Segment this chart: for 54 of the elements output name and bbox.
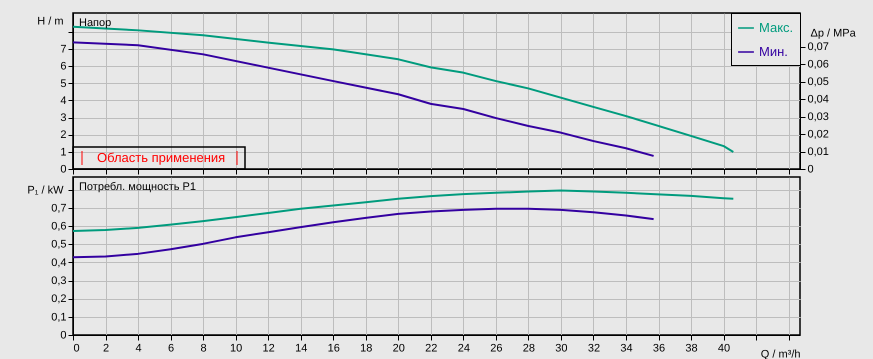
annotation: Потребл. мощность P1 (79, 181, 196, 193)
legend-label: Макс. (759, 20, 794, 35)
x-tick-label: 6 (168, 342, 174, 354)
y-tick-label: 6 (60, 60, 66, 73)
x-tick-label: 40 (718, 342, 730, 354)
x-tick-label: 32 (588, 342, 600, 354)
y-tick-label: 5 (60, 78, 66, 90)
legend-label: Мин. (759, 44, 788, 59)
y2-tick-label: 0,02 (808, 128, 829, 141)
x-tick-label: 18 (360, 342, 372, 354)
x-tick-label: 22 (425, 342, 438, 354)
y2-tick-label: 0,07 (808, 41, 829, 54)
x-tick-label: 10 (230, 342, 242, 354)
x-tick-label: 36 (652, 342, 666, 354)
x-tick-label: 14 (295, 342, 308, 354)
annotation: Область применения (97, 150, 226, 165)
y-tick-label: 4 (60, 94, 66, 107)
y2-tick-label: 0,06 (808, 58, 829, 71)
y-tick-label: 0,4 (51, 256, 66, 269)
y-tick-label: 0,1 (51, 311, 66, 324)
x-tick-label: 12 (262, 342, 275, 354)
y2-tick-label: 0 (808, 164, 814, 176)
x-tick-label: 28 (522, 342, 536, 354)
y2-tick-label: 0,04 (808, 94, 829, 106)
y-tick-label: 0,3 (51, 275, 66, 288)
y-tick-label: 2 (60, 129, 66, 142)
y-tick-label: 7 (60, 44, 66, 56)
x-tick-label: 26 (490, 342, 502, 354)
line-series (73, 208, 655, 258)
y2-tick-label: 0,03 (808, 111, 829, 124)
y2-tick-label: 0,01 (808, 146, 829, 158)
x-tick-label: 24 (458, 342, 470, 354)
y-tick-label: 0,2 (51, 293, 66, 306)
y-tick-label: 0,5 (51, 238, 66, 251)
y-tick-label: 0 (60, 330, 66, 342)
x-tick-label: 0 (74, 342, 80, 354)
x-tick-label: 8 (200, 342, 207, 354)
x-tick-label: 34 (620, 342, 633, 354)
y-tick-label: 1 (60, 146, 66, 158)
y-axis-title: H / m (37, 16, 64, 28)
y-tick-label: 0 (60, 164, 66, 176)
x-tick-label: 30 (555, 342, 568, 354)
x-tick-label: 2 (102, 342, 110, 354)
x-tick-label: 4 (135, 342, 142, 354)
annotation: Напор (79, 17, 112, 29)
y2-axis-title: Δp / MPa (810, 28, 857, 40)
x-tick-label: 38 (685, 342, 698, 354)
x-tick-label: 20 (392, 342, 405, 354)
y-tick-label: 0,7 (51, 202, 66, 214)
x-tick-label: 16 (328, 342, 340, 354)
y-axis-title: P₁ / kW (27, 184, 64, 196)
y-tick-label: 0,6 (51, 220, 66, 233)
y-tick-label: 3 (60, 112, 66, 124)
y2-tick-label: 0,05 (808, 76, 829, 88)
